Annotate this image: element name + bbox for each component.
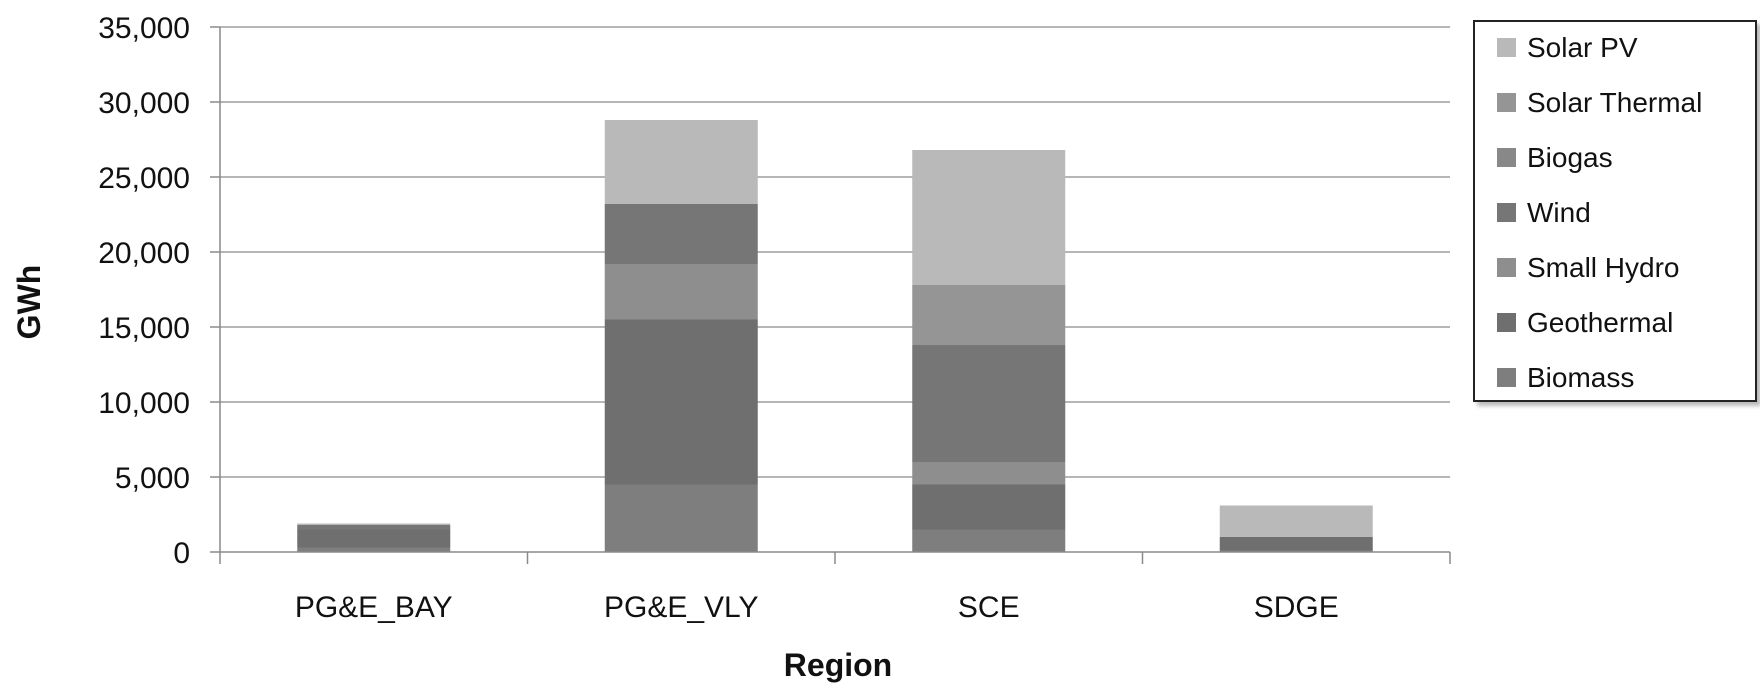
bar-segment bbox=[297, 523, 451, 525]
legend-swatch bbox=[1497, 368, 1516, 387]
bar-segment bbox=[912, 462, 1066, 485]
bar-segment bbox=[604, 484, 758, 552]
bar-segment bbox=[912, 529, 1066, 552]
bar-segment bbox=[1219, 537, 1373, 551]
y-tick-label: 5,000 bbox=[115, 462, 190, 495]
y-tick-label: 10,000 bbox=[98, 387, 190, 420]
x-tick-label: SCE bbox=[958, 591, 1020, 624]
bar-segment bbox=[604, 204, 758, 264]
legend-swatch bbox=[1497, 93, 1516, 112]
legend-label: Geothermal bbox=[1527, 307, 1673, 338]
legend-swatch bbox=[1497, 313, 1516, 332]
x-tick-label: PG&E_VLY bbox=[604, 591, 759, 624]
legend: Solar PV Solar Thermal Biogas Wind Small Hyd… bbox=[1473, 20, 1757, 402]
legend-label: Solar Thermal bbox=[1527, 87, 1702, 118]
legend-label: Solar PV bbox=[1527, 32, 1638, 63]
bar-segment bbox=[912, 285, 1066, 345]
bar-segment bbox=[604, 319, 758, 485]
bar-segment bbox=[912, 345, 1066, 462]
bar-segment bbox=[912, 150, 1066, 285]
y-tick-label: 15,000 bbox=[98, 312, 190, 345]
y-tick-label: 25,000 bbox=[98, 162, 190, 195]
y-tick-label: 0 bbox=[173, 537, 190, 570]
legend-swatch bbox=[1497, 148, 1516, 167]
bar-segment bbox=[912, 484, 1066, 530]
bar-segment bbox=[297, 529, 451, 548]
x-tick-label: SDGE bbox=[1254, 591, 1339, 624]
y-tick-label: 20,000 bbox=[98, 237, 190, 270]
legend-swatch bbox=[1497, 258, 1516, 277]
legend-swatch bbox=[1497, 203, 1516, 222]
bar-segment bbox=[297, 525, 451, 530]
legend-swatch bbox=[1497, 38, 1516, 57]
x-tick-label: PG&E_BAY bbox=[295, 591, 453, 624]
x-axis-title: Region bbox=[784, 647, 892, 683]
bar-segment bbox=[604, 120, 758, 204]
y-axis-title: GWh bbox=[11, 265, 47, 340]
bar-segment bbox=[1219, 505, 1373, 537]
legend-label: Biomass bbox=[1527, 362, 1634, 393]
legend-box bbox=[1473, 20, 1757, 402]
legend-label: Biogas bbox=[1527, 142, 1613, 173]
bar-segment bbox=[297, 547, 451, 552]
y-tick-labels: 0 5,000 10,000 15,000 20,000 25,000 30,000 35,0… bbox=[98, 12, 190, 570]
legend-label: Wind bbox=[1527, 197, 1591, 228]
legend-label: Small Hydro bbox=[1527, 252, 1679, 283]
x-tick-labels: PG&E_BAY PG&E_VLY SCE SDGE bbox=[295, 591, 1339, 624]
bar-segment bbox=[604, 264, 758, 320]
gridlines bbox=[220, 26, 1450, 478]
y-tick-label: 30,000 bbox=[98, 87, 190, 120]
axes bbox=[210, 26, 1451, 564]
bars bbox=[297, 120, 1373, 552]
y-tick-label: 35,000 bbox=[98, 12, 190, 45]
